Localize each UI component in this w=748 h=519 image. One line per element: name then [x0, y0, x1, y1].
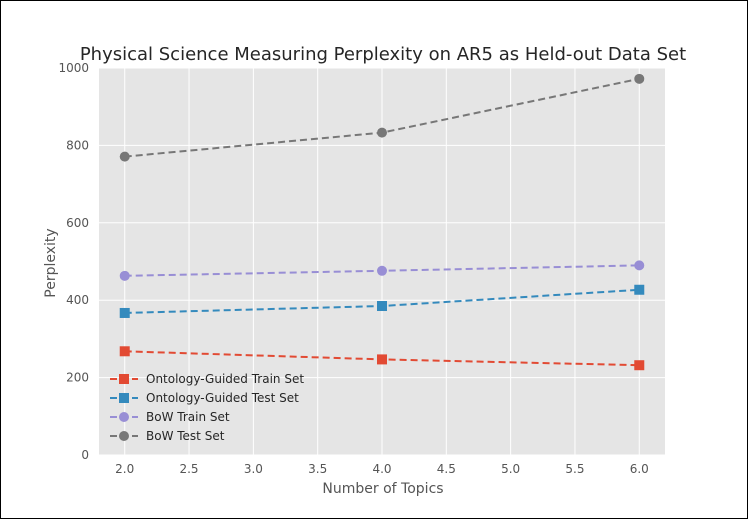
legend-label: Ontology-Guided Test Set — [146, 391, 299, 405]
data-point — [634, 260, 645, 271]
data-point — [377, 127, 387, 138]
data-point — [119, 346, 130, 357]
y-tick-label: 400 — [66, 293, 89, 307]
legend-entry: BoW Train Set — [110, 410, 230, 424]
data-point — [119, 307, 130, 318]
y-tick-label: 200 — [66, 371, 89, 385]
x-tick-label: 2.0 — [115, 462, 134, 476]
legend-entry: Ontology-Guided Test Set — [110, 391, 299, 405]
x-tick-label: 4.0 — [372, 462, 391, 476]
legend-label: Ontology-Guided Train Set — [146, 372, 304, 386]
grid — [99, 67, 665, 456]
data-point — [634, 360, 645, 371]
legend-marker — [119, 431, 129, 441]
chart-title: Physical Science Measuring Perplexity on… — [80, 44, 686, 65]
y-axis-label: Perplexity — [43, 228, 59, 297]
x-tick-label: 3.0 — [244, 462, 263, 476]
x-tick-label: 5.0 — [501, 462, 520, 476]
x-tick-label: 3.5 — [308, 462, 327, 476]
x-tick-label: 4.5 — [437, 462, 456, 476]
legend-marker — [119, 374, 129, 384]
series-layer — [119, 73, 645, 371]
legend-marker — [119, 412, 129, 422]
data-point — [119, 270, 130, 281]
legend: Ontology-Guided Train Set Ontology-Guided… — [110, 372, 304, 443]
data-point — [377, 265, 387, 276]
series-0 — [119, 346, 645, 371]
y-tick-label: 0 — [81, 448, 89, 462]
y-tick-label: 800 — [66, 138, 89, 152]
legend-entry: BoW Test Set — [110, 429, 225, 443]
data-point — [119, 151, 130, 162]
data-point — [634, 284, 645, 295]
y-tick-label: 1000 — [58, 61, 89, 75]
legend-marker — [119, 393, 129, 403]
legend-label: BoW Train Set — [146, 410, 230, 424]
series-1 — [119, 284, 645, 318]
data-point — [377, 301, 387, 312]
data-point — [377, 354, 387, 365]
series-2 — [119, 260, 645, 281]
x-tick-label: 6.0 — [630, 462, 649, 476]
y-tick-label: 600 — [66, 216, 89, 230]
tick-labels: 2.0 2.5 3.0 3.5 4.0 4.5 5.0 5.5 6.0 0 200 400 600 800… — [58, 61, 648, 476]
legend-entry: Ontology-Guided Train Set — [110, 372, 304, 386]
series-3 — [119, 73, 645, 162]
x-tick-label: 5.5 — [565, 462, 584, 476]
x-tick-label: 2.5 — [179, 462, 198, 476]
data-point — [634, 73, 645, 84]
legend-label: BoW Test Set — [146, 429, 225, 443]
x-axis-label: Number of Topics — [322, 481, 443, 497]
